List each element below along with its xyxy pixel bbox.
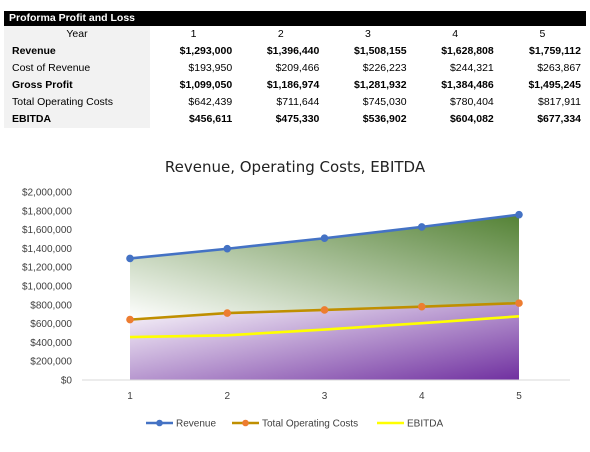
x-tick-label: 2: [224, 391, 230, 402]
table-cell: $1,099,050: [179, 79, 233, 91]
series-point: [126, 254, 134, 263]
legend-label: EBITDA: [407, 419, 443, 430]
gross-area-fill: [130, 214, 519, 320]
year-column-header: 1: [190, 28, 197, 40]
table-cell: $536,902: [362, 113, 407, 125]
table-cell: $1,628,808: [441, 45, 494, 57]
table-cell: $1,495,245: [528, 79, 581, 91]
series-point: [515, 210, 523, 219]
table-row: Cost of Revenue $193,950 $209,466 $226,223 $…: [4, 60, 586, 77]
table-cell: $1,384,486: [441, 79, 494, 91]
table-row: Revenue $1,293,000 $1,396,440 $1,508,155 $1,…: [4, 43, 586, 60]
table-cell: $745,030: [362, 96, 407, 108]
year-header: Year: [4, 26, 150, 43]
row-label: Total Operating Costs: [4, 94, 150, 111]
revenue-chart: Revenue, Operating Costs, EBITDA $0 $200,…: [0, 150, 590, 447]
table-row: Gross Profit $1,099,050 $1,186,974 $1,281,9…: [4, 77, 586, 94]
row-label: EBITDA: [4, 111, 150, 128]
year-column-header: 3: [365, 28, 371, 40]
table-cell: $263,867: [537, 62, 581, 74]
legend-marker: [242, 419, 249, 427]
row-label: Revenue: [4, 43, 150, 60]
year-column-header: 5: [539, 28, 546, 40]
table-cell: $1,396,440: [266, 45, 320, 57]
x-tick-label: 5: [516, 391, 522, 402]
y-tick-label: $2,000,000: [22, 188, 72, 199]
table-cell: $817,911: [537, 96, 581, 108]
row-label: Gross Profit: [4, 77, 150, 94]
table-cell: $1,508,155: [354, 45, 407, 57]
series-point: [417, 302, 426, 311]
table-cell: $604,082: [449, 113, 494, 125]
y-tick-label: $1,800,000: [22, 206, 72, 217]
y-tick-label: $1,200,000: [22, 263, 72, 274]
table-cell: $456,611: [188, 113, 233, 125]
series-point: [417, 223, 426, 231]
series-point: [223, 244, 232, 253]
table-cell: $1,186,974: [266, 79, 320, 91]
legend-label: Revenue: [176, 419, 216, 430]
legend-marker: [156, 419, 163, 427]
table-cell: $642,439: [188, 96, 233, 108]
series-point: [320, 306, 329, 314]
profit-loss-table-panel: Proforma Profit and Loss Year 1 2 3 4 5 Revenu…: [4, 11, 586, 128]
x-tick-label: 1: [127, 391, 133, 402]
y-tick-label: $1,000,000: [22, 282, 72, 293]
y-tick-label: $800,000: [30, 300, 72, 311]
series-line: [129, 315, 520, 339]
series-point: [515, 299, 523, 307]
y-tick-label: $1,600,000: [22, 225, 72, 236]
y-tick-label: $600,000: [30, 319, 72, 330]
table-row: EBITDA $456,611 $475,330 $536,902 $604,082 $6…: [4, 111, 586, 128]
table-cell: $244,321: [449, 62, 494, 74]
row-label: Cost of Revenue: [4, 60, 150, 77]
table-cell: $677,334: [537, 113, 581, 125]
series-point: [223, 309, 232, 317]
series-point: [126, 315, 134, 324]
table-cell: $193,950: [188, 62, 233, 74]
table-cell: $475,330: [275, 113, 320, 125]
y-tick-label: $400,000: [30, 338, 72, 349]
legend-label: Total Operating Costs: [262, 419, 358, 430]
y-tick-label: $200,000: [30, 357, 72, 368]
table-cell: $1,759,112: [529, 45, 581, 57]
table-cell: $1,281,932: [354, 79, 407, 91]
year-column-header: 4: [452, 28, 459, 40]
y-tick-label: $1,400,000: [22, 244, 72, 255]
x-tick-label: 4: [419, 391, 425, 402]
table-cell: $780,404: [449, 96, 494, 108]
chart-title: Revenue, Operating Costs, EBITDA: [164, 158, 426, 176]
table-cell: $1,293,000: [179, 45, 233, 57]
table-cell: $711,644: [276, 96, 320, 108]
x-tick-label: 3: [322, 391, 328, 402]
table-cell: $226,223: [362, 62, 407, 74]
table-cell: $209,466: [275, 62, 320, 74]
y-tick-label: $0: [61, 376, 73, 387]
year-column-header: 2: [277, 28, 284, 40]
series-point: [320, 234, 329, 243]
table-title: Proforma Profit and Loss: [4, 11, 586, 26]
profit-loss-table: Year 1 2 3 4 5 Revenue $1,293,000 $1,396,440 $1,5…: [4, 26, 586, 128]
table-row: Total Operating Costs $642,439 $711,644 $74…: [4, 94, 586, 111]
chart-plot: $0 $200,000 $400,000 $600,000 $800,000 $1,000…: [22, 188, 570, 430]
